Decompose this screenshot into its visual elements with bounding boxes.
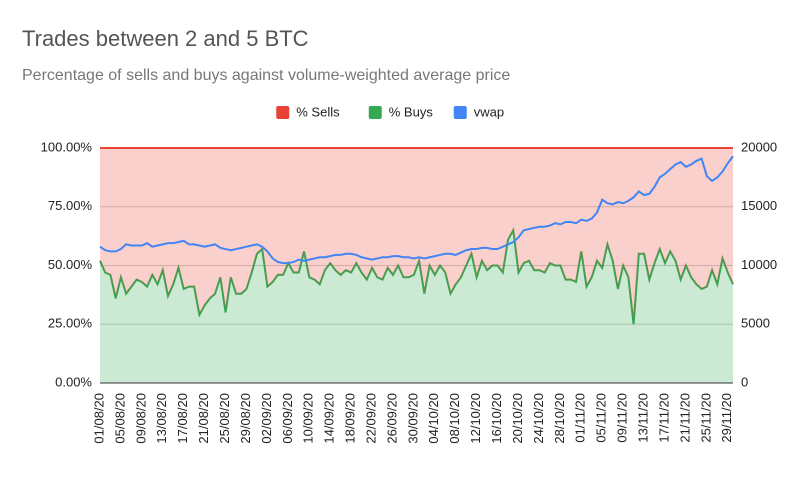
- y2-tick-label: 15000: [741, 198, 777, 213]
- y2-tick-label: 20000: [741, 139, 777, 154]
- x-tick-label: 01/08/20: [91, 393, 106, 444]
- x-tick-label: 14/09/20: [322, 393, 337, 444]
- x-tick-label: 10/09/20: [301, 393, 316, 444]
- x-tick-label: 28/10/20: [552, 393, 567, 444]
- x-tick-label: 21/08/20: [196, 393, 211, 444]
- x-tick-label: 04/10/20: [426, 393, 441, 444]
- x-tick-label: 25/08/20: [217, 393, 232, 444]
- x-tick-label: 17/08/20: [175, 393, 190, 444]
- x-tick-label: 13/11/20: [636, 393, 651, 443]
- x-tick-label: 30/09/20: [405, 393, 420, 444]
- y-tick-label: 25.00%: [48, 316, 93, 331]
- legend-label: vwap: [474, 104, 504, 119]
- x-tick-label: 08/10/20: [447, 393, 462, 444]
- y-tick-label: 50.00%: [48, 257, 93, 272]
- legend-swatch: [453, 106, 467, 119]
- x-tick-label: 20/10/20: [510, 393, 525, 444]
- x-tick-label: 12/10/20: [468, 393, 483, 444]
- legend-swatch: [368, 106, 382, 119]
- x-tick-label: 18/09/20: [343, 393, 358, 444]
- x-tick-label: 17/11/20: [656, 393, 671, 443]
- x-tick-label: 29/11/20: [719, 393, 734, 443]
- x-tick-label: 21/11/20: [677, 393, 692, 443]
- x-tick-label: 09/08/20: [133, 393, 148, 444]
- x-tick-label: 06/09/20: [280, 393, 295, 444]
- area-line: [99, 227, 734, 325]
- legend-label: % Buys: [389, 104, 434, 119]
- y-tick-label: 0.00%: [55, 374, 92, 389]
- x-tick-label: 25/11/20: [698, 393, 713, 443]
- y-tick-label: 100.00%: [41, 139, 93, 154]
- x-tick-label: 09/11/20: [615, 393, 630, 443]
- x-tick-label: 16/10/20: [489, 393, 504, 444]
- x-tick-label: 13/08/20: [154, 393, 169, 444]
- x-tick-label: 01/11/20: [573, 393, 588, 443]
- y2-tick-label: 10000: [741, 257, 777, 272]
- x-tick-label: 24/10/20: [531, 393, 546, 444]
- chart-title: Trades between 2 and 5 BTC: [22, 26, 309, 51]
- area: [100, 230, 733, 383]
- x-tick-label: 26/09/20: [384, 393, 399, 444]
- x-tick-label: 02/09/20: [259, 393, 274, 444]
- x-tick-label: 05/08/20: [112, 393, 127, 444]
- y2-tick-label: 5000: [741, 316, 770, 331]
- area: [100, 148, 733, 325]
- x-tick-label: 05/11/20: [594, 393, 609, 443]
- line: [99, 155, 734, 265]
- legend-swatch: [276, 106, 290, 119]
- x-tick-label: 22/09/20: [363, 393, 378, 444]
- y2-tick-label: 0: [741, 374, 748, 389]
- x-tick-label: 29/08/20: [238, 393, 253, 444]
- chart-subtitle: Percentage of sells and buys against vol…: [22, 67, 510, 84]
- y-tick-label: 75.00%: [48, 198, 93, 213]
- legend-label: % Sells: [296, 104, 340, 119]
